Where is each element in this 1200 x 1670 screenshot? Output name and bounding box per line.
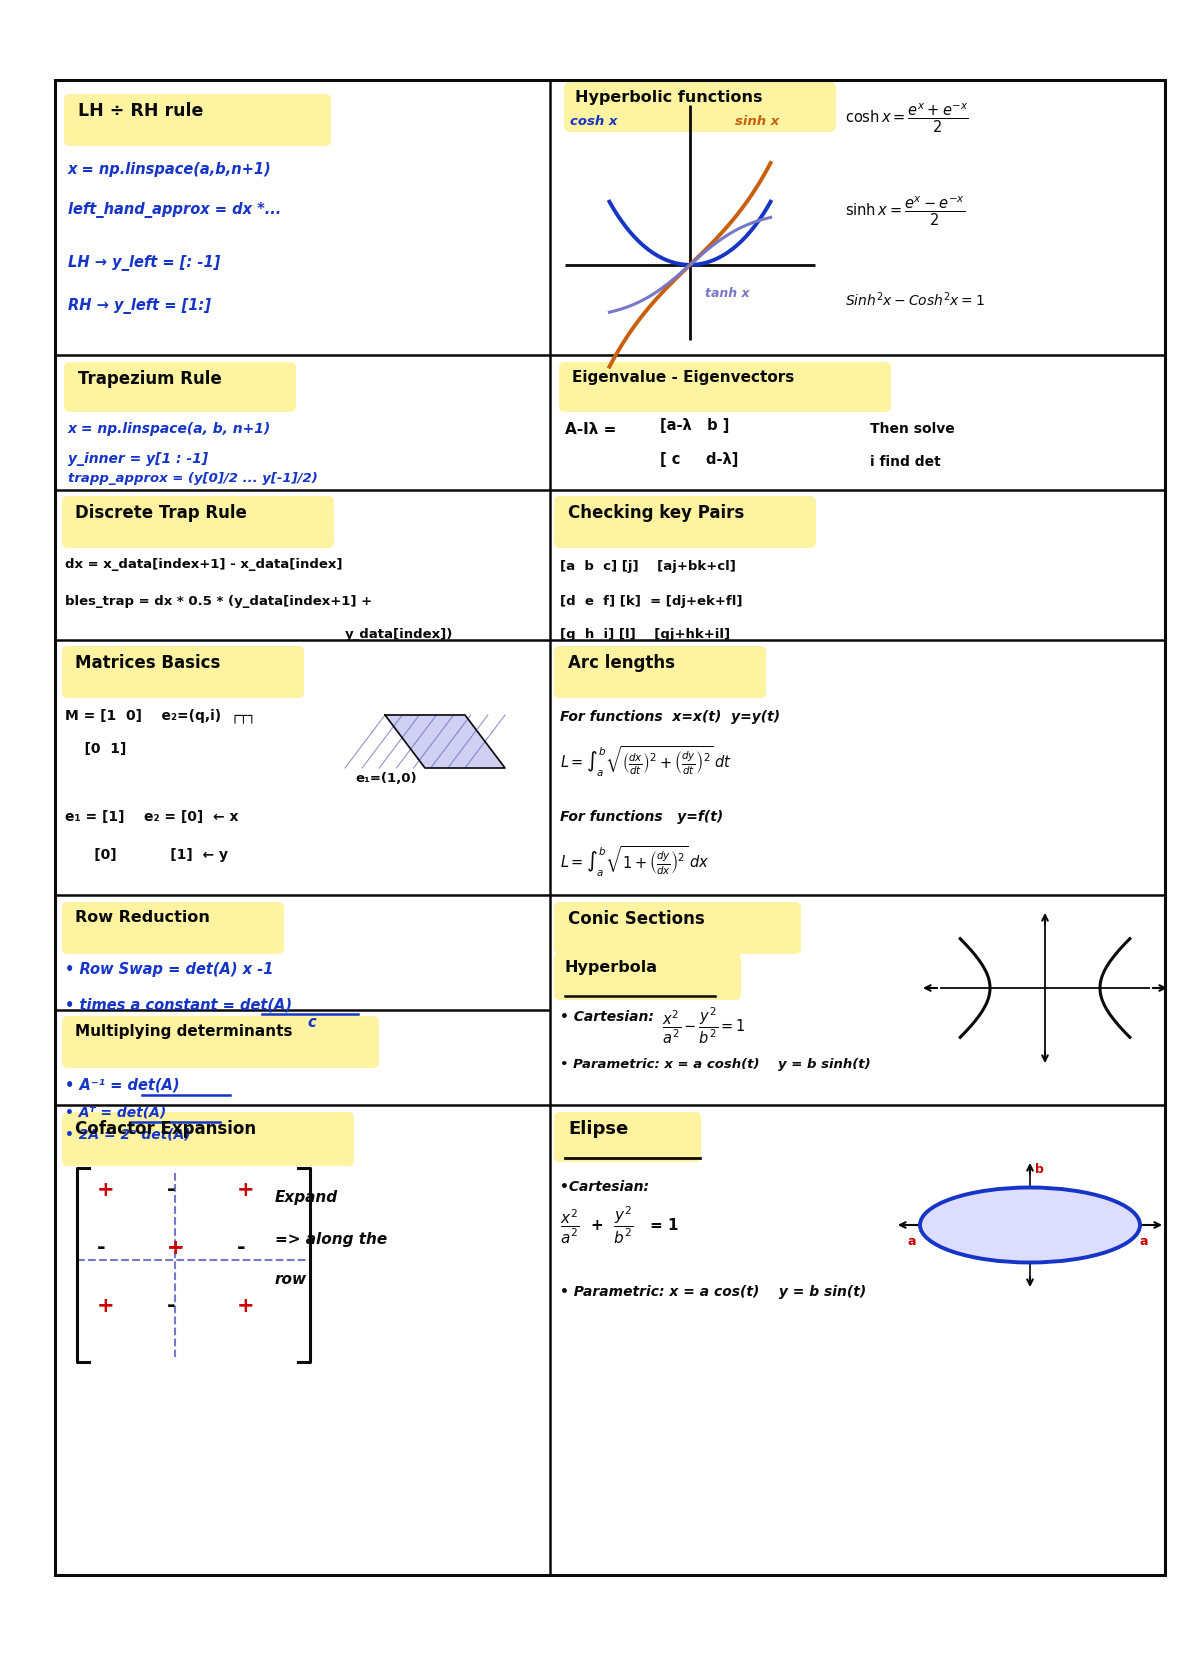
Text: Arc lengths: Arc lengths — [568, 655, 674, 671]
Text: y_data[index]): y_data[index]) — [346, 628, 454, 641]
Text: Hyperbola: Hyperbola — [565, 960, 658, 975]
Text: Matrices Basics: Matrices Basics — [74, 655, 221, 671]
Text: Cofactor Expansion: Cofactor Expansion — [74, 1121, 256, 1137]
Text: •Cartesian:: •Cartesian: — [560, 1181, 654, 1194]
Text: • Row Swap = det(A) x -1: • Row Swap = det(A) x -1 — [65, 962, 274, 977]
Text: • Cartesian:: • Cartesian: — [560, 1010, 659, 1024]
Text: Eigenvalue - Eigenvectors: Eigenvalue - Eigenvectors — [572, 371, 794, 386]
Text: trapp_approx = (y[0]/2 ... y[-1]/2): trapp_approx = (y[0]/2 ... y[-1]/2) — [68, 473, 318, 484]
Text: Conic Sections: Conic Sections — [568, 910, 704, 929]
FancyBboxPatch shape — [564, 82, 836, 132]
Text: [a-λ   b ]: [a-λ b ] — [660, 418, 730, 433]
Ellipse shape — [920, 1187, 1140, 1263]
Text: Hyperbolic functions: Hyperbolic functions — [575, 90, 762, 105]
Text: $L = \int_a^b \sqrt{1+\left(\frac{dy}{dx}\right)^2}\,dx$: $L = \int_a^b \sqrt{1+\left(\frac{dy}{dx… — [560, 845, 709, 878]
Text: Checking key Pairs: Checking key Pairs — [568, 504, 744, 523]
Text: => along the: => along the — [275, 1232, 388, 1247]
FancyBboxPatch shape — [559, 362, 890, 412]
Text: sinh x: sinh x — [734, 115, 779, 129]
Text: +: + — [97, 1181, 115, 1201]
FancyBboxPatch shape — [62, 902, 284, 954]
Text: $\cosh x = \dfrac{e^x+e^{-x}}{2}$: $\cosh x = \dfrac{e^x+e^{-x}}{2}$ — [845, 102, 968, 135]
FancyBboxPatch shape — [554, 902, 802, 954]
Text: [0]           [1]  ← y: [0] [1] ← y — [65, 848, 228, 862]
Text: -: - — [167, 1181, 175, 1201]
Text: • Aᵀ = det(A): • Aᵀ = det(A) — [65, 1106, 167, 1119]
Text: a: a — [908, 1236, 917, 1247]
Text: $L = \int_a^b \sqrt{\left(\frac{dx}{dt}\right)^2+\left(\frac{dy}{dt}\right)^2}\,: $L = \int_a^b \sqrt{\left(\frac{dx}{dt}\… — [560, 745, 732, 780]
Text: LH ÷ RH rule: LH ÷ RH rule — [78, 102, 203, 120]
FancyBboxPatch shape — [62, 646, 304, 698]
Text: Row Reduction: Row Reduction — [74, 910, 210, 925]
Text: x = np.linspace(a, b, n+1): x = np.linspace(a, b, n+1) — [68, 423, 271, 436]
Text: +: + — [238, 1181, 254, 1201]
Text: e₁=(1,0): e₁=(1,0) — [355, 772, 416, 785]
Text: left_hand_approx = dx *...: left_hand_approx = dx *... — [68, 202, 281, 219]
FancyBboxPatch shape — [62, 496, 334, 548]
FancyBboxPatch shape — [62, 1112, 354, 1166]
Text: +: + — [238, 1296, 254, 1316]
FancyBboxPatch shape — [554, 496, 816, 548]
Text: LH → y_left = [: -1]: LH → y_left = [: -1] — [68, 256, 221, 271]
Text: x = np.linspace(a,b,n+1): x = np.linspace(a,b,n+1) — [68, 162, 271, 177]
FancyBboxPatch shape — [64, 94, 331, 145]
Bar — [55, 80, 1165, 1575]
Text: M = [1  0]    e₂=(q,i)  ┌┬┐: M = [1 0] e₂=(q,i) ┌┬┐ — [65, 708, 256, 723]
Text: • Parametric: x = a cosh(t)    y = b sinh(t): • Parametric: x = a cosh(t) y = b sinh(t… — [560, 1059, 871, 1070]
Text: • times a constant = det(A): • times a constant = det(A) — [65, 999, 292, 1014]
Text: dx = x_data[index+1] - x_data[index]: dx = x_data[index+1] - x_data[index] — [65, 558, 342, 571]
Text: [g  h  i] [l]    [gj+hk+il]: [g h i] [l] [gj+hk+il] — [560, 628, 730, 641]
Text: $\dfrac{x^2}{a^2} - \dfrac{y^2}{b^2} = 1$: $\dfrac{x^2}{a^2} - \dfrac{y^2}{b^2} = 1… — [662, 1005, 746, 1045]
Text: y_inner = y[1 : -1]: y_inner = y[1 : -1] — [68, 453, 208, 466]
Text: a: a — [1140, 1236, 1148, 1247]
Text: bles_trap = dx * 0.5 * (y_data[index+1] +: bles_trap = dx * 0.5 * (y_data[index+1] … — [65, 595, 372, 608]
Text: Trapezium Rule: Trapezium Rule — [78, 371, 222, 387]
Text: Multiplying determinants: Multiplying determinants — [74, 1024, 293, 1039]
Text: RH → y_left = [1:]: RH → y_left = [1:] — [68, 297, 211, 314]
Text: $\dfrac{x^2}{a^2}$  +  $\dfrac{y^2}{b^2}$   = 1: $\dfrac{x^2}{a^2}$ + $\dfrac{y^2}{b^2}$ … — [560, 1206, 679, 1246]
Text: row: row — [275, 1273, 307, 1288]
FancyBboxPatch shape — [62, 1015, 379, 1069]
Text: tanh x: tanh x — [706, 287, 750, 301]
Text: -: - — [238, 1237, 246, 1258]
Text: Expand: Expand — [275, 1191, 338, 1206]
Text: A-Iλ =: A-Iλ = — [565, 423, 622, 438]
Text: +: + — [167, 1237, 185, 1258]
Text: cosh x: cosh x — [570, 115, 617, 129]
FancyBboxPatch shape — [554, 1112, 701, 1162]
FancyBboxPatch shape — [554, 646, 766, 698]
Text: $\sinh x = \dfrac{e^x-e^{-x}}{2}$: $\sinh x = \dfrac{e^x-e^{-x}}{2}$ — [845, 195, 965, 229]
Text: [d  e  f] [k]  = [dj+ek+fl]: [d e f] [k] = [dj+ek+fl] — [560, 595, 743, 608]
Text: • Parametric: x = a cos(t)    y = b sin(t): • Parametric: x = a cos(t) y = b sin(t) — [560, 1284, 866, 1299]
Text: [a  b  c] [j]    [aj+bk+cl]: [a b c] [j] [aj+bk+cl] — [560, 559, 736, 573]
Text: Then solve: Then solve — [870, 423, 955, 436]
Text: b: b — [1036, 1162, 1044, 1176]
Text: -: - — [167, 1296, 175, 1316]
Text: • A⁻¹ = det(A): • A⁻¹ = det(A) — [65, 1079, 180, 1092]
Text: Discrete Trap Rule: Discrete Trap Rule — [74, 504, 247, 523]
Text: c: c — [307, 1015, 317, 1030]
Text: e₁ = [1]    e₂ = [0]  ← x: e₁ = [1] e₂ = [0] ← x — [65, 810, 239, 823]
Text: $Sinh^2x - Cosh^2x = 1$: $Sinh^2x - Cosh^2x = 1$ — [845, 291, 985, 309]
Text: Elipse: Elipse — [568, 1121, 629, 1137]
Text: For functions  x=x(t)  y=y(t): For functions x=x(t) y=y(t) — [560, 710, 780, 725]
Text: • 2A = 2ⁿ det(A): • 2A = 2ⁿ det(A) — [65, 1127, 191, 1142]
FancyBboxPatch shape — [64, 362, 296, 412]
FancyBboxPatch shape — [554, 952, 742, 1000]
Text: [0  1]: [0 1] — [65, 741, 126, 757]
Text: +: + — [97, 1296, 115, 1316]
Text: [ c     d-λ]: [ c d-λ] — [660, 453, 738, 468]
Polygon shape — [385, 715, 505, 768]
Text: +: + — [167, 1237, 185, 1258]
Text: For functions   y=f(t): For functions y=f(t) — [560, 810, 724, 823]
Text: i find det: i find det — [870, 454, 941, 469]
Text: -: - — [97, 1237, 106, 1258]
